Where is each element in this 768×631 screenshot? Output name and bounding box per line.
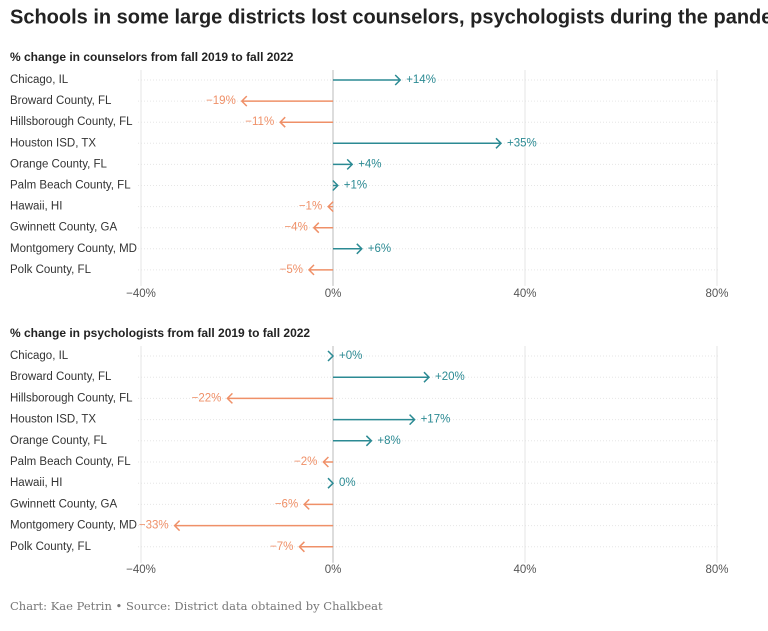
arrow	[298, 541, 333, 553]
value-label: −11%	[245, 116, 274, 128]
value-label: +20%	[435, 371, 465, 383]
x-tick-label: 80%	[705, 288, 728, 300]
value-label: −1%	[299, 201, 322, 213]
category-label: Broward County, FL	[10, 371, 112, 383]
category-label: Chicago, IL	[10, 350, 69, 362]
category-label: Hawaii, HI	[10, 201, 62, 213]
arrow	[322, 456, 333, 468]
x-tick-label: 0%	[325, 564, 342, 576]
value-label: +6%	[368, 243, 391, 255]
category-label: Broward County, FL	[10, 95, 112, 107]
x-tick-label: 40%	[513, 288, 536, 300]
arrow	[312, 222, 333, 234]
value-label: −7%	[270, 541, 293, 553]
value-label: +35%	[507, 137, 537, 149]
arrow	[332, 179, 339, 192]
arrow	[333, 137, 503, 149]
value-label: +17%	[421, 414, 451, 426]
value-label: −19%	[206, 95, 236, 107]
arrow	[173, 520, 333, 532]
category-label: Chicago, IL	[10, 74, 69, 86]
source-note: Chart: Kae Petrin • Source: District dat…	[10, 599, 383, 613]
value-label: 0%	[339, 477, 356, 489]
arrow	[279, 116, 333, 128]
arrow	[333, 74, 402, 86]
chart-subtitle: % change in psychologists from fall 2019…	[10, 326, 310, 340]
arrow	[333, 158, 354, 170]
category-label: Houston ISD, TX	[10, 414, 96, 426]
value-label: −5%	[280, 264, 303, 276]
arrow	[327, 201, 334, 213]
category-label: Hawaii, HI	[10, 477, 62, 489]
x-tick-label: 80%	[705, 564, 728, 576]
value-label: +0%	[339, 350, 362, 362]
x-tick-label: −40%	[126, 288, 156, 300]
arrow	[226, 392, 333, 404]
value-label: −2%	[294, 456, 317, 468]
value-label: +4%	[358, 158, 381, 170]
category-label: Gwinnett County, GA	[10, 222, 117, 234]
arrow	[327, 477, 335, 489]
category-label: Hillsborough County, FL	[10, 116, 133, 128]
chart-subtitle: % change in counselors from fall 2019 to…	[10, 50, 294, 64]
x-tick-label: −40%	[126, 564, 156, 576]
arrow	[333, 243, 363, 255]
category-label: Montgomery County, MD	[10, 243, 137, 255]
arrow	[303, 498, 333, 510]
arrow	[333, 371, 431, 383]
x-tick-label: 0%	[325, 288, 342, 300]
category-label: Orange County, FL	[10, 158, 108, 170]
value-label: +14%	[406, 74, 436, 86]
category-label: Palm Beach County, FL	[10, 456, 131, 468]
x-tick-label: 40%	[513, 564, 536, 576]
value-label: −22%	[192, 392, 222, 404]
value-label: −6%	[275, 498, 298, 510]
category-label: Montgomery County, MD	[10, 520, 137, 532]
page-title: Schools in some large districts lost cou…	[10, 6, 768, 28]
arrow	[333, 435, 373, 447]
value-label: +1%	[344, 180, 367, 192]
arrow	[327, 350, 335, 362]
category-label: Polk County, FL	[10, 264, 92, 276]
arrow	[307, 264, 333, 276]
value-label: −4%	[284, 222, 307, 234]
category-label: Hillsborough County, FL	[10, 392, 133, 404]
category-label: Polk County, FL	[10, 541, 92, 553]
category-label: Houston ISD, TX	[10, 137, 96, 149]
category-label: Orange County, FL	[10, 435, 108, 447]
arrow	[240, 95, 333, 107]
category-label: Palm Beach County, FL	[10, 180, 131, 192]
value-label: +8%	[377, 435, 400, 447]
value-label: −33%	[139, 520, 169, 532]
arrow	[333, 414, 416, 426]
category-label: Gwinnett County, GA	[10, 498, 117, 510]
